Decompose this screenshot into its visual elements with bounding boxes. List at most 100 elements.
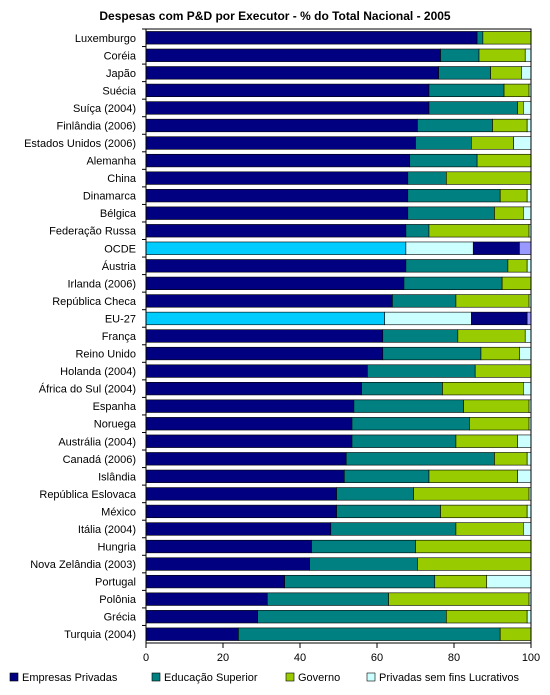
bar-irlanda-2006-empresas-privadas (145, 276, 405, 290)
bar-federacao-russa-empresas-privadas (145, 224, 407, 238)
bar-dinamarca-empresas-privadas (145, 189, 409, 203)
bar-polonia-empresas-privadas (145, 592, 268, 606)
bar-hungria-educacao-superior (311, 539, 416, 554)
bar-coreia-governo (478, 48, 526, 62)
bar-republica-eslovaca-educacao-superior (336, 487, 414, 501)
category-label-hungria: Hungria (97, 542, 136, 554)
bar-suica-2004-privadas-sem-fins-lucrativos (522, 101, 532, 115)
bar-africa-do-sul-2004-privadas-sem-fins-lucrativos (522, 382, 532, 396)
bar-nova-zelandia-2003-empresas-privadas (145, 557, 310, 571)
bar-suica-2004-educacao-superior (428, 101, 518, 115)
category-label-islandia: Islândia (98, 471, 137, 483)
bar-islandia-empresas-privadas (145, 469, 345, 483)
bar-islandia-educacao-superior (343, 469, 430, 483)
category-labels: Luxemburgo Coréia Japão Suécia Suíça (2004) F… (24, 33, 137, 641)
bar-portugal-empresas-privadas (145, 574, 285, 589)
category-label-italia-2004: Itália (2004) (78, 524, 136, 536)
bar-belgica-empresas-privadas (145, 206, 409, 220)
bar-alemanha-empresas-privadas (145, 153, 411, 168)
bar-finlandia-2006-privadas-sem-fins-lucrativos (526, 118, 532, 133)
legend-label-governo: Governo (298, 672, 340, 684)
bar-turquia-2004-governo (499, 627, 532, 641)
bar-eu-27-educacao-superior (384, 311, 472, 326)
bar-holanda-2004-empresas-privadas (145, 364, 368, 378)
category-label-africa-do-sul-2004: África do Sul (2004) (39, 383, 136, 396)
bar-suica-2004-empresas-privadas (145, 101, 430, 115)
category-label-portugal: Portugal (95, 577, 136, 589)
category-label-alemanha: Alemanha (86, 156, 136, 168)
bar-polonia-governo (388, 592, 530, 606)
category-label-irlanda-2006: Irlanda (2006) (68, 278, 137, 290)
bar-federacao-russa-educacao-superior (405, 224, 430, 238)
bar-austria-educacao-superior (405, 259, 509, 273)
bar-holanda-2004-governo (474, 364, 532, 378)
category-label-canada-2006: Canadá (2006) (63, 454, 136, 466)
bar-ocde-empresas-privadas (145, 241, 407, 255)
x-tick-label-80: 80 (448, 652, 460, 664)
bar-mexico-governo (440, 504, 528, 519)
bar-irlanda-2006-governo (501, 276, 532, 290)
category-label-estados-unidos-2006: Estados Unidos (2006) (24, 138, 136, 150)
bar-estados-unidos-2006-governo (471, 136, 514, 150)
bar-republica-checa-educacao-superior (392, 294, 457, 308)
bar-dinamarca-governo (499, 189, 528, 203)
bar-mexico-empresas-privadas (145, 504, 337, 519)
category-label-suecia: Suécia (102, 85, 137, 97)
category-label-japao: Japão (106, 68, 136, 80)
bar-franca-privadas-sem-fins-lucrativos (524, 329, 532, 343)
bars-group (145, 31, 532, 641)
bar-africa-do-sul-2004-educacao-superior (361, 382, 443, 396)
category-label-turquia-2004: Turquia (2004) (64, 629, 136, 641)
bar-franca-educacao-superior (382, 329, 459, 343)
category-label-luxemburgo: Luxemburgo (75, 33, 136, 45)
bar-australia-2004-empresas-privadas (145, 434, 353, 448)
chart-title: Despesas com P&D por Executor - % do Tot… (99, 9, 451, 23)
bar-suecia-empresas-privadas (145, 83, 430, 98)
bar-republica-checa-empresas-privadas (145, 294, 393, 308)
bar-china-educacao-superior (407, 171, 447, 185)
bar-china-empresas-privadas (145, 171, 409, 185)
bar-reino-unido-privadas-sem-fins-lucrativos (519, 346, 532, 361)
bar-franca-governo (457, 329, 526, 343)
bar-italia-2004-governo (455, 522, 524, 536)
category-label-china: China (107, 173, 137, 185)
bar-nova-zelandia-2003-governo (417, 557, 532, 571)
category-label-suica-2004: Suíça (2004) (73, 103, 136, 115)
bar-japao-privadas-sem-fins-lucrativos (521, 66, 532, 80)
bar-finlandia-2006-empresas-privadas (145, 118, 418, 133)
bar-republica-eslovaca-empresas-privadas (145, 487, 337, 501)
legend-label-empresas-privadas: Empresas Privadas (22, 672, 118, 684)
bar-finlandia-2006-educacao-superior (417, 118, 493, 133)
bar-canada-2006-empresas-privadas (145, 452, 347, 466)
category-label-nova-zelandia-2003: Nova Zelândia (2003) (30, 559, 136, 571)
category-label-franca: França (102, 331, 137, 343)
bar-islandia-privadas-sem-fins-lucrativos (517, 469, 532, 483)
bar-portugal-educacao-superior (284, 574, 436, 589)
bar-japao-empresas-privadas (145, 66, 439, 80)
bar-alemanha-governo (476, 153, 532, 168)
category-label-australia-2004: Austrália (2004) (58, 436, 136, 448)
bar-eu-27-privadas-sem-fins-lucrativos (526, 311, 532, 326)
bar-mexico-educacao-superior (336, 504, 441, 519)
bar-federacao-russa-governo (428, 224, 530, 238)
bar-franca-empresas-privadas (145, 329, 384, 343)
plot-frame (145, 28, 532, 644)
bar-turquia-2004-educacao-superior (238, 627, 501, 641)
category-label-eu-27: EU-27 (105, 313, 136, 325)
bar-reino-unido-educacao-superior (382, 346, 482, 361)
bar-noruega-governo (469, 417, 530, 431)
bar-portugal-governo (434, 574, 488, 589)
category-label-republica-eslovaca: República Eslovaca (39, 489, 136, 501)
bar-coreia-privadas-sem-fins-lucrativos (524, 48, 532, 62)
bar-japao-educacao-superior (438, 66, 491, 80)
category-label-noruega: Noruega (94, 419, 137, 431)
legend-swatch-governo (285, 672, 295, 682)
bar-ocde-governo (472, 241, 520, 255)
bar-coreia-empresas-privadas (145, 48, 441, 62)
bar-luxemburgo-governo (482, 31, 532, 45)
category-label-austria: Áustria (102, 260, 137, 273)
x-axis: 0 20 40 60 80 100 (142, 28, 540, 664)
category-label-ocde: OCDE (104, 243, 136, 255)
category-label-espanha: Espanha (93, 401, 137, 413)
